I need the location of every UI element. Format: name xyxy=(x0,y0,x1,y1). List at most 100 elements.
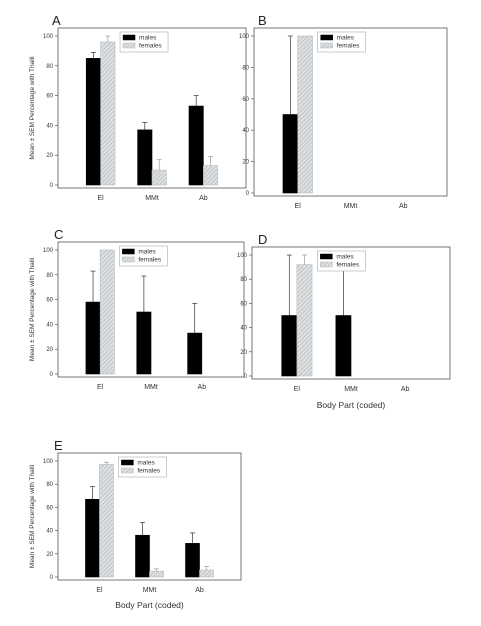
plot-frame xyxy=(57,452,242,581)
plot-frame xyxy=(57,241,245,378)
x-tick-label: MMt xyxy=(344,203,358,210)
legend-label-females: females xyxy=(139,43,163,50)
y-tick-label: 40 xyxy=(46,529,53,535)
bar-females-mmt xyxy=(149,570,164,578)
y-tick-label: 100 xyxy=(239,34,250,40)
x-axis-label: Body Part (coded) xyxy=(115,600,184,610)
panel-label: D xyxy=(258,232,267,247)
bar-females-ab xyxy=(199,569,214,578)
x-tick-label: MMt xyxy=(144,384,158,391)
bar-males-mmt xyxy=(137,129,153,186)
bar-females-el xyxy=(297,35,313,194)
bar-males-ab xyxy=(185,543,200,578)
bar-males-ab xyxy=(187,332,203,375)
x-tick-label: El xyxy=(97,384,104,391)
x-tick-label: MMt xyxy=(145,195,159,202)
y-axis-label: Mean ± SEM Percentage with Thalli xyxy=(29,56,36,159)
x-tick-label: MMt xyxy=(344,386,358,393)
legend-swatch-females xyxy=(320,261,333,268)
legend-swatch-females xyxy=(122,256,135,263)
bar-females-el xyxy=(296,264,313,377)
y-tick-label: 60 xyxy=(46,94,53,100)
panel-label: B xyxy=(258,13,267,28)
y-tick-label: 80 xyxy=(240,277,247,283)
y-tick-label: 20 xyxy=(46,347,53,353)
y-tick-label: 80 xyxy=(46,482,53,488)
x-axis-label: Body Part (coded) xyxy=(317,400,386,410)
legend-label-males: males xyxy=(138,249,156,256)
bar-males-el xyxy=(85,498,100,578)
x-tick-label: El xyxy=(97,195,104,202)
legend-label-males: males xyxy=(137,460,155,467)
y-tick-label: 60 xyxy=(240,301,247,307)
bar-males-ab xyxy=(188,105,204,186)
y-tick-label: 0 xyxy=(244,374,248,380)
x-tick-label: Ab xyxy=(401,386,410,393)
y-tick-label: 100 xyxy=(237,253,248,259)
panel-label: A xyxy=(52,13,61,28)
bar-males-el xyxy=(85,58,101,186)
bar-females-ab xyxy=(203,165,219,186)
legend-swatch-males xyxy=(320,34,333,41)
y-tick-label: 20 xyxy=(46,153,53,159)
bar-females-el xyxy=(100,41,116,186)
y-tick-label: 60 xyxy=(242,97,249,103)
plot-frame xyxy=(251,246,451,380)
y-tick-label: 60 xyxy=(46,298,53,304)
y-tick-label: 80 xyxy=(242,65,249,71)
x-tick-label: El xyxy=(96,587,103,594)
x-tick-label: El xyxy=(295,203,302,210)
plot-frame xyxy=(57,27,247,189)
y-tick-label: 0 xyxy=(246,191,250,197)
x-tick-label: Ab xyxy=(198,384,207,391)
bar-females-mmt xyxy=(151,169,167,186)
legend-label-males: males xyxy=(337,35,355,42)
y-tick-label: 0 xyxy=(50,183,54,189)
legend-swatch-females xyxy=(320,42,333,49)
legend-label-females: females xyxy=(137,468,161,475)
legend-swatch-males xyxy=(121,459,134,466)
x-tick-label: Ab xyxy=(399,203,408,210)
y-tick-label: 40 xyxy=(46,123,53,129)
y-tick-label: 20 xyxy=(242,160,249,166)
panel-label: C xyxy=(54,227,63,242)
bar-males-mmt xyxy=(335,315,352,377)
bar-females-el xyxy=(99,249,115,375)
legend-label-males: males xyxy=(336,254,354,261)
bar-males-mmt xyxy=(135,534,150,578)
bar-males-el xyxy=(281,315,298,377)
y-axis-label: Mean ± SEM Percentage with Thalli xyxy=(29,258,36,361)
legend-label-females: females xyxy=(337,43,361,50)
legend-swatch-males xyxy=(122,248,135,255)
y-axis-label: Mean ± SEM Percentage with Thalli xyxy=(29,465,36,568)
bar-males-mmt xyxy=(136,311,152,375)
legend-label-females: females xyxy=(336,262,360,269)
y-tick-label: 20 xyxy=(46,552,53,558)
y-tick-label: 40 xyxy=(242,128,249,134)
y-tick-label: 40 xyxy=(46,322,53,328)
panel-label: E xyxy=(54,438,63,453)
legend-swatch-males xyxy=(122,34,136,41)
bar-females-el xyxy=(99,464,114,578)
y-tick-label: 100 xyxy=(43,34,54,40)
y-tick-label: 60 xyxy=(46,505,53,511)
y-tick-label: 100 xyxy=(43,248,54,254)
legend-label-males: males xyxy=(139,35,157,42)
y-tick-label: 40 xyxy=(240,326,247,332)
legend-swatch-females xyxy=(122,42,136,49)
x-tick-label: MMt xyxy=(143,587,157,594)
bar-males-el xyxy=(85,301,101,375)
y-tick-label: 80 xyxy=(46,273,53,279)
legend-swatch-females xyxy=(121,467,134,474)
legend-swatch-males xyxy=(320,253,333,260)
plot-frame xyxy=(253,27,448,197)
x-tick-label: El xyxy=(294,386,301,393)
bar-males-el xyxy=(282,114,299,194)
